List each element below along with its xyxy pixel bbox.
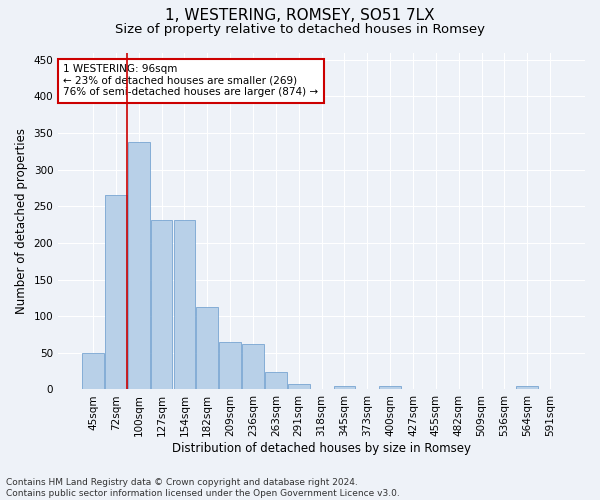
Bar — [379, 386, 401, 390]
Bar — [288, 384, 310, 390]
Text: Contains HM Land Registry data © Crown copyright and database right 2024.
Contai: Contains HM Land Registry data © Crown c… — [6, 478, 400, 498]
Bar — [334, 386, 355, 390]
Bar — [265, 372, 287, 390]
Bar — [151, 220, 172, 390]
Bar — [196, 308, 218, 390]
Bar — [219, 342, 241, 390]
X-axis label: Distribution of detached houses by size in Romsey: Distribution of detached houses by size … — [172, 442, 471, 455]
Text: 1 WESTERING: 96sqm
← 23% of detached houses are smaller (269)
76% of semi-detach: 1 WESTERING: 96sqm ← 23% of detached hou… — [64, 64, 319, 98]
Bar — [128, 142, 149, 390]
Text: Size of property relative to detached houses in Romsey: Size of property relative to detached ho… — [115, 22, 485, 36]
Y-axis label: Number of detached properties: Number of detached properties — [15, 128, 28, 314]
Text: 1, WESTERING, ROMSEY, SO51 7LX: 1, WESTERING, ROMSEY, SO51 7LX — [165, 8, 435, 22]
Bar — [82, 353, 104, 390]
Bar — [105, 196, 127, 390]
Bar — [173, 220, 195, 390]
Bar — [242, 344, 264, 390]
Bar — [517, 386, 538, 390]
